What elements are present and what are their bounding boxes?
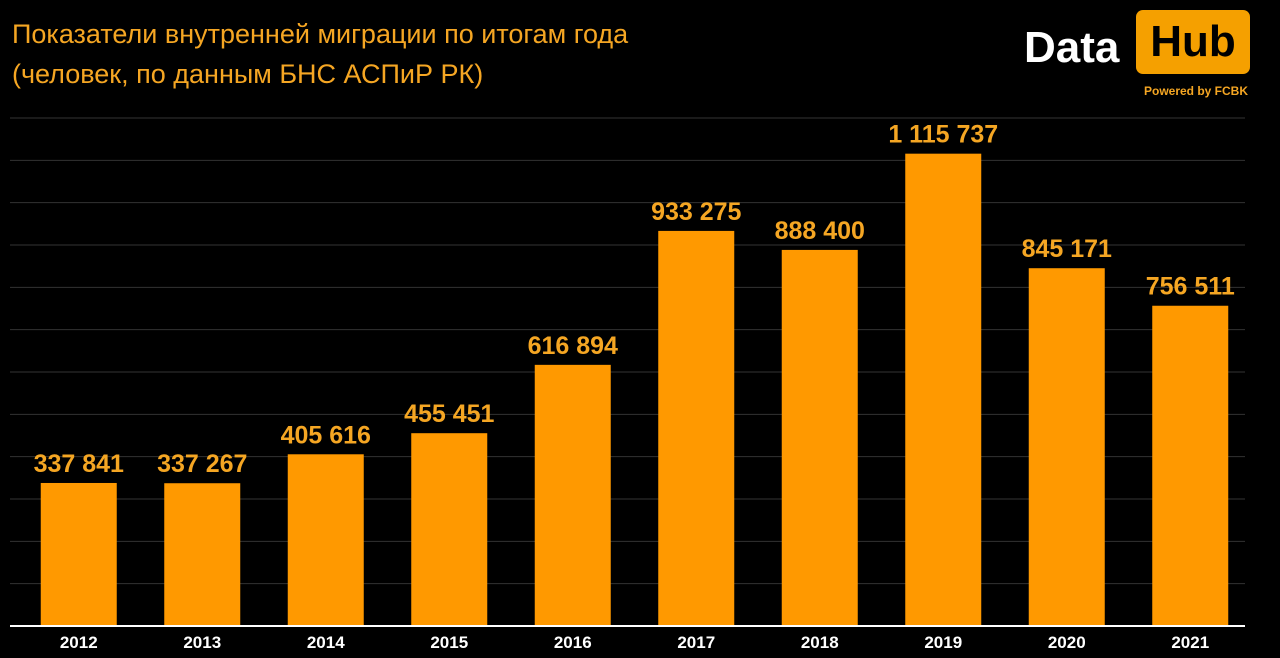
bar [534,364,611,626]
data-label: 845 171 [1022,235,1112,263]
logo-word-hub: Hub [1136,10,1250,74]
x-tick-label: 2018 [801,633,839,652]
x-tick-label: 2015 [430,633,468,652]
chart-title-line1: Показатели внутренней миграции по итогам… [12,19,629,49]
datahub-logo: Data Hub Powered by FCBK [1024,8,1252,100]
bar [658,230,735,627]
bar [40,482,117,626]
bar [1152,305,1229,626]
bar [287,454,364,626]
x-tick-label: 2014 [307,633,345,652]
data-label: 455 451 [404,400,494,428]
x-tick-label: 2012 [60,633,98,652]
data-label: 337 267 [157,450,247,478]
data-label: 1 115 737 [888,121,998,149]
bar [411,433,488,626]
bar [1028,268,1105,626]
chart-title: Показатели внутренней миграции по итогам… [12,14,628,94]
chart-title-line2: (человек, по данным БНС АСПиР РК) [12,59,484,89]
x-tick-label: 2021 [1171,633,1209,652]
x-tick-label: 2016 [554,633,592,652]
x-tick-label: 2013 [183,633,221,652]
bar [164,483,241,626]
logo-tagline: Powered by FCBK [1143,84,1248,98]
data-label: 337 841 [34,450,124,478]
data-label: 405 616 [281,421,371,449]
data-label: 756 511 [1146,273,1235,301]
data-label: 888 400 [775,217,865,245]
data-label: 933 275 [651,198,741,226]
data-label: 616 894 [528,332,618,360]
x-tick-label: 2017 [677,633,715,652]
x-tick-label: 2019 [924,633,962,652]
logo-word-data: Data [1024,23,1120,72]
bar [905,153,982,627]
bar [781,249,858,627]
x-tick-label: 2020 [1048,633,1086,652]
